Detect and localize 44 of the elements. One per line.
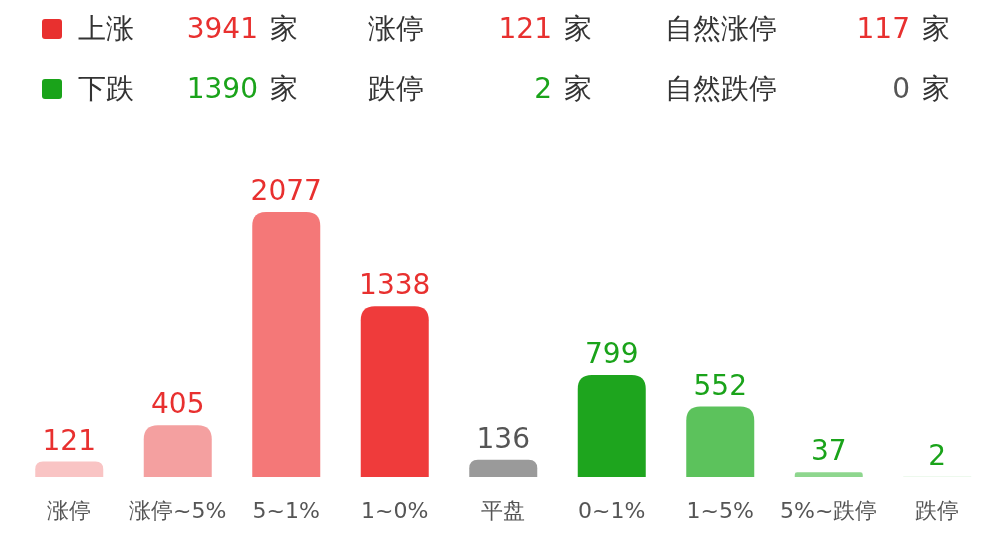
- text: 家: [922, 72, 950, 105]
- x-tick-label: 5%~跌停: [780, 498, 878, 523]
- bar: [35, 461, 104, 477]
- bar: [794, 472, 863, 477]
- data-label: 552: [693, 368, 747, 402]
- bar: [469, 459, 538, 477]
- text: 家: [270, 12, 298, 45]
- x-tick-label: 1~5%: [686, 498, 754, 523]
- data-label: 405: [151, 387, 205, 421]
- text: 自然跌停: [665, 72, 777, 105]
- x-tick-label: 1~0%: [361, 498, 429, 523]
- bar: [252, 212, 321, 477]
- text: 家: [564, 12, 592, 45]
- text: 家: [270, 72, 298, 105]
- bar: [143, 425, 212, 477]
- data-label: 2077: [250, 174, 322, 207]
- text: 3941: [186, 12, 258, 45]
- text: 家: [564, 72, 592, 105]
- data-label: 1338: [359, 268, 431, 302]
- text: 121: [498, 12, 552, 45]
- text: 117: [856, 12, 910, 45]
- bar: [360, 306, 429, 477]
- x-tick-label: 平盘: [481, 498, 526, 523]
- text: 上涨: [78, 12, 134, 45]
- text: 涨停: [368, 12, 424, 45]
- text: 0: [892, 72, 910, 105]
- x-tick-label: 0~1%: [578, 498, 646, 523]
- data-label: 799: [585, 337, 639, 371]
- x-tick-label: 涨停: [47, 498, 92, 523]
- data-label: 136: [476, 421, 530, 455]
- bar: [686, 406, 755, 477]
- x-tick-label: 涨停~5%: [129, 498, 227, 523]
- text: 跌停: [368, 72, 424, 105]
- text: 自然涨停: [665, 12, 777, 45]
- data-label: 121: [42, 423, 96, 457]
- text: 下跌: [78, 72, 134, 105]
- text: 2: [534, 72, 552, 105]
- data-label: 2: [928, 438, 947, 472]
- x-tick-label: 跌停: [915, 498, 960, 523]
- text: 1390: [186, 72, 258, 105]
- bar: [577, 375, 646, 477]
- text: 家: [922, 12, 950, 45]
- data-label: 37: [810, 434, 847, 468]
- x-tick-label: 5~1%: [252, 498, 320, 523]
